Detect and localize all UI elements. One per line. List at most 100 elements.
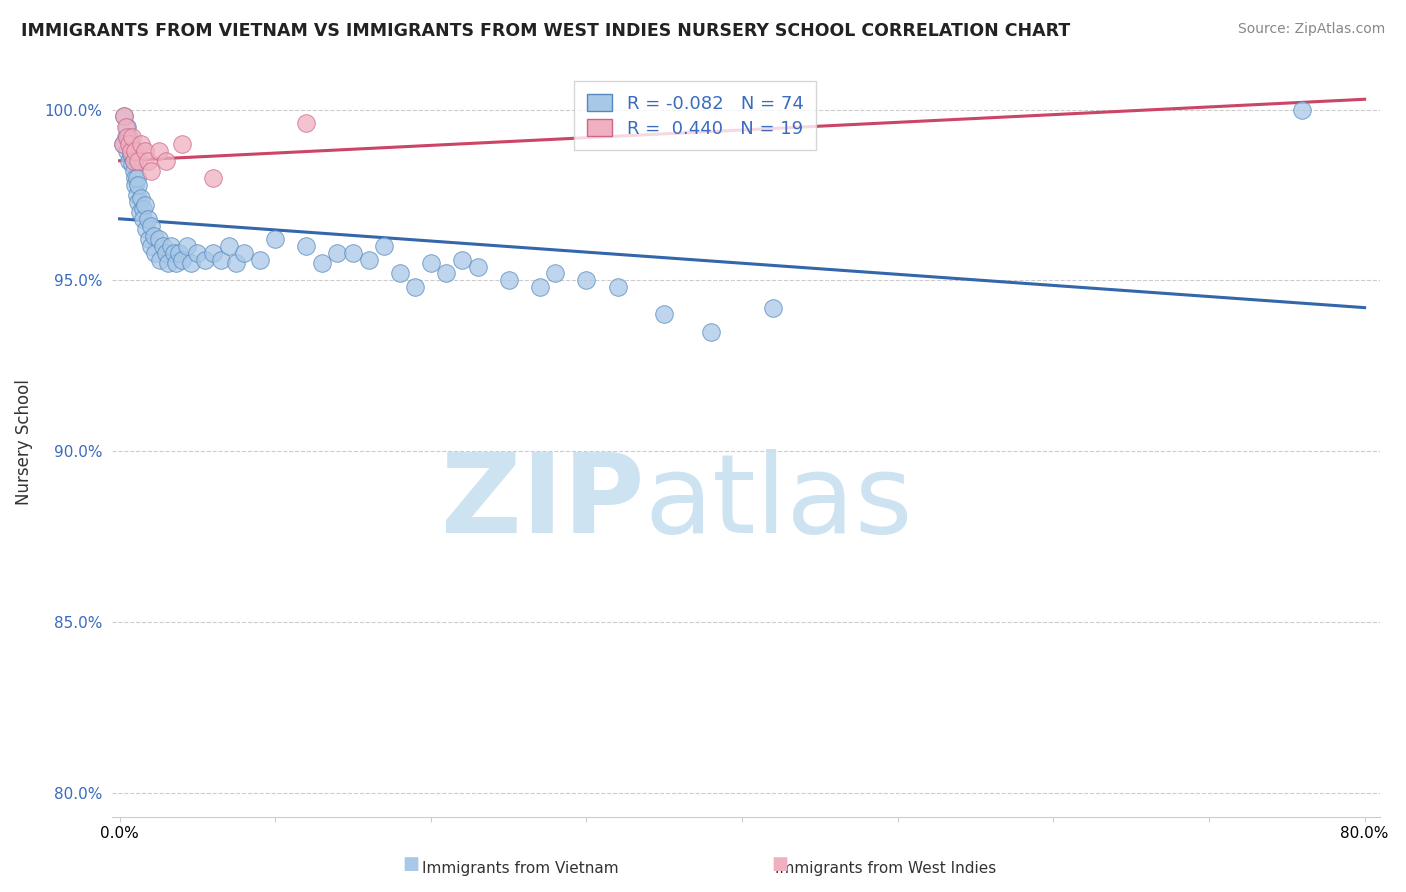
Point xyxy=(176,239,198,253)
Point xyxy=(544,267,567,281)
Point xyxy=(124,170,146,185)
Point xyxy=(156,256,179,270)
Y-axis label: Nursery School: Nursery School xyxy=(15,380,32,506)
Point xyxy=(139,239,162,253)
Point xyxy=(155,246,177,260)
Point xyxy=(111,136,134,151)
Point xyxy=(165,256,187,270)
Point xyxy=(125,170,148,185)
Point xyxy=(167,246,190,260)
Point xyxy=(186,246,208,260)
Point xyxy=(529,280,551,294)
Point xyxy=(134,198,156,212)
Point xyxy=(132,202,155,216)
Point xyxy=(142,228,165,243)
Point xyxy=(145,246,167,260)
Point xyxy=(326,246,349,260)
Point xyxy=(201,170,224,185)
Point xyxy=(373,239,395,253)
Point xyxy=(201,246,224,260)
Point xyxy=(264,232,287,246)
Point xyxy=(218,239,240,253)
Point xyxy=(419,256,441,270)
Point xyxy=(233,246,256,260)
Point xyxy=(115,120,138,134)
Text: ZIP: ZIP xyxy=(441,449,644,556)
Point xyxy=(121,140,143,154)
Point xyxy=(127,194,149,209)
Point xyxy=(148,144,170,158)
Point xyxy=(121,129,143,144)
Legend: R = -0.082   N = 74, R =  0.440   N = 19: R = -0.082 N = 74, R = 0.440 N = 19 xyxy=(574,81,817,151)
Point xyxy=(120,144,142,158)
Text: atlas: atlas xyxy=(644,449,912,556)
Point xyxy=(115,129,138,144)
Point xyxy=(125,188,148,202)
Point xyxy=(132,211,155,226)
Point xyxy=(451,252,474,267)
Point xyxy=(117,120,139,134)
Point xyxy=(342,246,364,260)
Point xyxy=(762,301,785,315)
Point xyxy=(122,164,145,178)
Point xyxy=(148,232,170,246)
Point xyxy=(127,153,149,168)
Point xyxy=(652,308,675,322)
Point xyxy=(124,144,146,158)
Point xyxy=(295,116,318,130)
Point xyxy=(404,280,426,294)
Point xyxy=(139,164,162,178)
Point xyxy=(118,136,141,151)
Point xyxy=(1291,103,1313,117)
Point xyxy=(124,178,146,192)
Point xyxy=(498,273,520,287)
Point xyxy=(131,136,153,151)
Text: Immigrants from Vietnam: Immigrants from Vietnam xyxy=(422,861,619,876)
Point xyxy=(120,136,142,151)
Point xyxy=(436,267,458,281)
Point xyxy=(118,129,141,144)
Point xyxy=(117,129,139,144)
Point xyxy=(122,153,145,168)
Point xyxy=(700,325,723,339)
Point xyxy=(170,136,193,151)
Point xyxy=(155,153,177,168)
Point xyxy=(575,273,598,287)
Text: Source: ZipAtlas.com: Source: ZipAtlas.com xyxy=(1237,22,1385,37)
Point xyxy=(194,252,217,267)
Point xyxy=(111,136,134,151)
Point xyxy=(136,211,159,226)
Point xyxy=(112,109,135,123)
Point xyxy=(134,144,156,158)
Point xyxy=(124,150,146,164)
Text: ■: ■ xyxy=(402,855,419,873)
Point xyxy=(139,219,162,233)
Point xyxy=(128,205,150,219)
Point xyxy=(467,260,489,274)
Point xyxy=(127,178,149,192)
Point xyxy=(160,239,183,253)
Point xyxy=(388,267,411,281)
Point xyxy=(225,256,247,270)
Point xyxy=(163,246,186,260)
Text: Immigrants from West Indies: Immigrants from West Indies xyxy=(775,861,997,876)
Point xyxy=(295,239,318,253)
Point xyxy=(120,147,142,161)
Text: ■: ■ xyxy=(772,855,789,873)
Point xyxy=(135,222,157,236)
Point xyxy=(149,252,172,267)
Point xyxy=(180,256,202,270)
Point xyxy=(136,153,159,168)
Point xyxy=(117,144,139,158)
Text: IMMIGRANTS FROM VIETNAM VS IMMIGRANTS FROM WEST INDIES NURSERY SCHOOL CORRELATIO: IMMIGRANTS FROM VIETNAM VS IMMIGRANTS FR… xyxy=(21,22,1070,40)
Point xyxy=(357,252,380,267)
Point xyxy=(112,109,135,123)
Point xyxy=(249,252,271,267)
Point xyxy=(606,280,628,294)
Point xyxy=(122,153,145,168)
Point xyxy=(138,232,160,246)
Point xyxy=(152,239,174,253)
Point xyxy=(311,256,333,270)
Point xyxy=(170,252,193,267)
Point xyxy=(131,191,153,205)
